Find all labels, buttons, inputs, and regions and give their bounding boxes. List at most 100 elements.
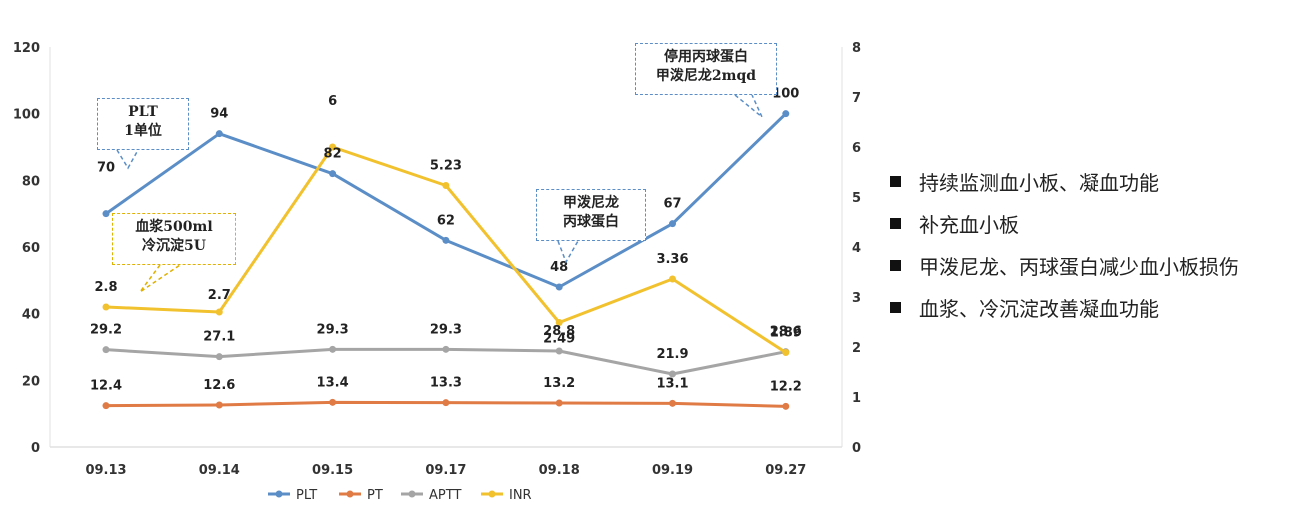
x-tick-label: 09.17 xyxy=(425,463,466,478)
annotation-line: 丙球蛋白 xyxy=(563,214,619,230)
annotation-line: 血浆500ml xyxy=(135,219,213,235)
bullet-square-icon xyxy=(890,259,901,271)
annotation-line: 甲泼尼龙 xyxy=(563,195,619,211)
data-point-plt xyxy=(442,236,450,244)
data-label-pt: 12.2 xyxy=(770,379,802,394)
y-right-tick-label: 1 xyxy=(852,391,861,406)
side-legend-item: 补充血小板 xyxy=(890,202,1239,244)
y-left-tick-label: 0 xyxy=(31,441,40,456)
y-left-tick-label: 100 xyxy=(13,108,40,123)
annotation-line: 冷沉淀5U xyxy=(142,238,206,254)
data-point-plt xyxy=(215,130,223,138)
data-point-plt xyxy=(669,220,676,228)
annotation-line: PLT xyxy=(128,104,158,120)
x-tick-label: 09.13 xyxy=(85,463,126,478)
data-point-plt xyxy=(329,170,337,178)
data-label-pt: 13.1 xyxy=(656,376,688,391)
data-label-plt: 62 xyxy=(437,213,455,228)
data-point-inr xyxy=(102,303,110,311)
data-label-inr: 5.23 xyxy=(430,159,462,174)
data-point-pt xyxy=(215,401,223,409)
side-legend-label: 血浆、冷沉淀改善凝血功能 xyxy=(919,296,1159,321)
y-right-tick-label: 4 xyxy=(852,241,861,256)
data-point-plt xyxy=(555,283,563,291)
data-label-aptt: 29.3 xyxy=(430,322,462,337)
data-label-pt: 12.4 xyxy=(90,379,122,394)
bullet-square-icon xyxy=(890,217,901,229)
side-legend-item: 甲泼尼龙、丙球蛋白减少血小板损伤 xyxy=(890,244,1239,286)
x-tick-label: 09.15 xyxy=(312,463,353,478)
data-point-inr xyxy=(669,275,676,283)
data-label-inr: 2.49 xyxy=(543,332,575,347)
data-point-pt xyxy=(102,402,110,410)
data-label-aptt: 28.6 xyxy=(770,325,802,340)
data-point-inr xyxy=(329,143,337,151)
y-right-tick-label: 7 xyxy=(852,91,861,106)
callout-pointer-plt xyxy=(116,149,139,170)
side-legend-label: 甲泼尼龙、丙球蛋白减少血小板损伤 xyxy=(919,254,1239,279)
side-legend: 持续监测血小板、凝血功能 补充血小板 甲泼尼龙、丙球蛋白减少血小板损伤 血浆、冷… xyxy=(890,160,1239,328)
y-right-tick-label: 5 xyxy=(852,191,861,206)
data-label-inr: 2.8 xyxy=(94,280,117,295)
data-point-pt xyxy=(555,399,563,407)
legend-label: APTT xyxy=(429,488,461,503)
x-tick-label: 09.14 xyxy=(199,463,240,478)
side-legend-item: 血浆、冷沉淀改善凝血功能 xyxy=(890,286,1239,328)
y-right-tick-label: 3 xyxy=(852,291,861,306)
y-left-tick-label: 60 xyxy=(22,241,40,256)
data-label-plt: 67 xyxy=(663,197,681,212)
data-label-plt: 70 xyxy=(97,161,115,176)
data-label-pt: 13.2 xyxy=(543,376,575,391)
legend-marker xyxy=(408,490,416,498)
y-left-tick-label: 40 xyxy=(22,308,40,323)
y-right-tick-label: 2 xyxy=(852,341,861,356)
data-point-pt xyxy=(669,399,676,407)
annotation-plt-transfusion: PLT 1单位 xyxy=(97,98,189,150)
data-label-aptt: 29.2 xyxy=(90,323,122,338)
annotation-line: 停用丙球蛋白 xyxy=(664,49,748,65)
data-label-pt: 13.4 xyxy=(317,375,349,390)
data-point-inr xyxy=(215,308,223,316)
annotation-drug-start: 甲泼尼龙 丙球蛋白 xyxy=(536,189,646,241)
legend-label: INR xyxy=(509,488,532,503)
data-point-aptt xyxy=(555,347,563,355)
side-legend-item: 持续监测血小板、凝血功能 xyxy=(890,160,1239,202)
x-tick-label: 09.19 xyxy=(652,463,693,478)
y-right-tick-label: 0 xyxy=(852,441,861,456)
data-point-inr xyxy=(782,349,790,356)
data-label-plt: 48 xyxy=(550,260,568,275)
data-label-inr: 2.7 xyxy=(208,288,231,303)
data-label-pt: 12.6 xyxy=(203,378,235,393)
data-point-aptt xyxy=(669,370,676,378)
data-label-aptt: 29.3 xyxy=(317,322,349,337)
y-right-tick-label: 6 xyxy=(852,141,861,156)
x-tick-label: 09.18 xyxy=(539,463,580,478)
data-point-pt xyxy=(442,399,450,407)
annotation-drug-stop: 停用丙球蛋白 甲泼尼龙2mqd xyxy=(635,43,777,95)
callout-pointer-plasma xyxy=(139,264,181,293)
data-label-aptt: 28.8 xyxy=(543,324,575,339)
data-label-pt: 13.3 xyxy=(430,376,462,391)
annotation-line: 1单位 xyxy=(124,123,162,139)
data-point-aptt xyxy=(215,353,223,361)
data-label-inr: 3.36 xyxy=(656,252,688,267)
data-label-inr: 6 xyxy=(328,94,337,109)
data-label-plt: 82 xyxy=(324,147,342,162)
data-point-aptt xyxy=(329,345,337,353)
x-tick-label: 09.27 xyxy=(765,463,806,478)
data-label-aptt: 21.9 xyxy=(656,347,688,362)
legend-label: PLT xyxy=(296,488,317,503)
data-point-aptt xyxy=(102,346,110,354)
y-left-tick-label: 20 xyxy=(22,374,40,389)
bullet-square-icon xyxy=(890,175,901,187)
data-label-aptt: 27.1 xyxy=(203,330,235,345)
y-left-tick-label: 80 xyxy=(22,174,40,189)
data-point-aptt xyxy=(442,345,450,353)
data-point-plt xyxy=(782,110,790,118)
bullet-square-icon xyxy=(890,301,901,313)
annotation-line: 甲泼尼龙2mqd xyxy=(655,68,757,84)
legend-marker xyxy=(346,490,354,498)
data-point-inr xyxy=(442,182,450,189)
data-point-pt xyxy=(329,398,337,406)
